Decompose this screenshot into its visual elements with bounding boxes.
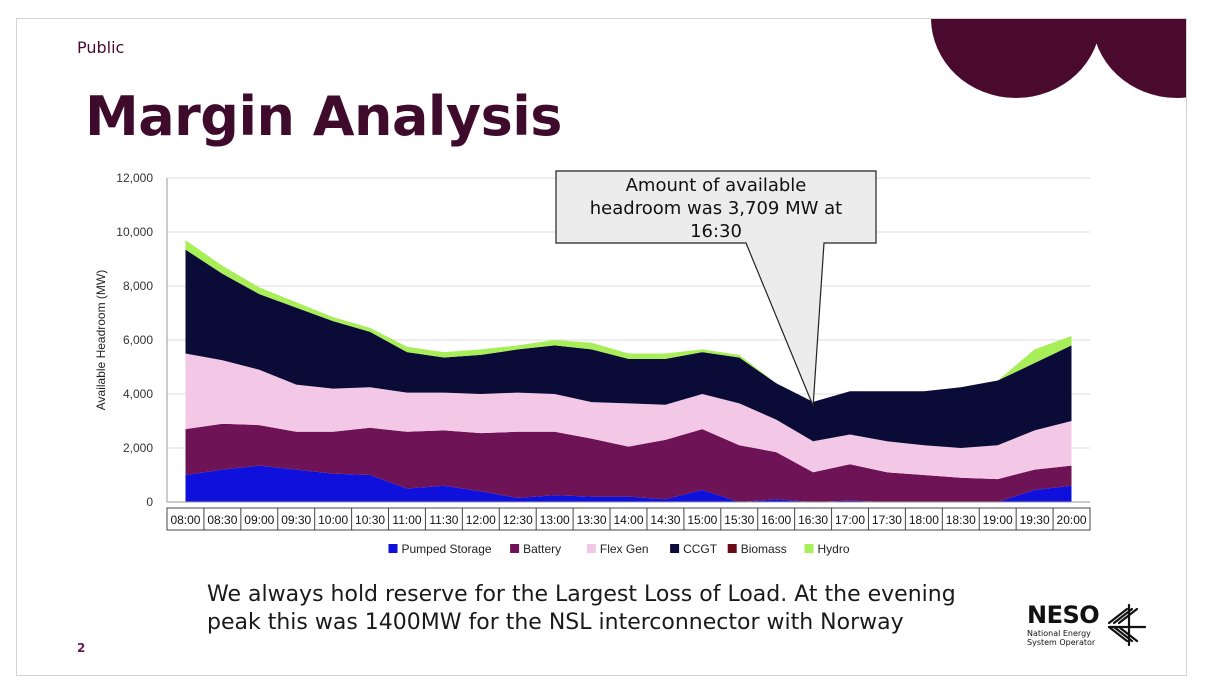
legend-label: Flex Gen: [600, 542, 649, 556]
chart-legend: Pumped Storage Battery Flex Gen CCGT Biomass…: [388, 542, 850, 556]
x-tick-label: 09:00: [244, 513, 274, 527]
x-tick-label: 10:30: [355, 513, 385, 527]
x-tick-label: 15:00: [687, 513, 717, 527]
legend-label: Hydro: [818, 542, 850, 556]
x-tick-label: 15:30: [724, 513, 754, 527]
x-tick-label: 16:30: [798, 513, 828, 527]
y-tick-label: 6,000: [123, 333, 153, 347]
x-tick-label: 14:00: [613, 513, 643, 527]
callout-bubble: [555, 170, 877, 407]
x-axis-frame: [166, 507, 1091, 531]
x-tick-label: 12:00: [466, 513, 496, 527]
area-pumped-storage: [185, 465, 1072, 502]
x-tick-label: 16:00: [761, 513, 791, 527]
annotation-callout: [555, 170, 877, 407]
legend-swatch: [670, 544, 680, 553]
y-tick-label: 0: [146, 495, 153, 509]
x-tick-label: 08:00: [170, 513, 200, 527]
y-tick-label: 10,000: [116, 225, 153, 239]
legend-label: Battery: [523, 542, 561, 556]
logo-subtitle: National Energy System Operator: [1027, 629, 1107, 647]
union-flag-mark-icon: [1107, 603, 1147, 647]
decor-shape-right: [1092, 19, 1186, 98]
x-tick-label: 11:00: [392, 513, 421, 527]
area-flex-gen: [185, 353, 1072, 480]
y-tick-label: 12,000: [116, 171, 153, 185]
annotation-line-3: 16:30: [690, 221, 742, 242]
legend-swatch: [510, 544, 520, 553]
headroom-stacked-area-chart: 0 2,000 4,000 6,000 8,000 10,000 12,000 08:00 08…: [94, 170, 1091, 556]
x-tick-label: 20:00: [1057, 513, 1087, 527]
y-tick-label: 4,000: [123, 387, 153, 401]
logo-subtitle-line-1: National Energy: [1027, 629, 1091, 638]
slide-title: Margin Analysis: [85, 85, 562, 148]
legend-swatch: [727, 544, 737, 553]
legend-label: CCGT: [683, 542, 718, 556]
legend-swatch: [388, 544, 398, 553]
legend-swatch: [804, 544, 814, 553]
area-ccgt: [185, 249, 1072, 448]
classification-label: Public: [77, 38, 125, 57]
x-tick-label: 10:00: [318, 513, 348, 527]
logo-wordmark: NESO: [1027, 601, 1100, 629]
annotation-line-1: Amount of available: [625, 175, 807, 196]
x-tick-label: 12:30: [503, 513, 533, 527]
neso-logo: NESO National Energy System Operator: [1027, 601, 1147, 651]
annotation-line-2: headroom was 3,709 MW at: [589, 198, 843, 219]
logo-subtitle-line-2: System Operator: [1027, 638, 1096, 647]
caption-line-1: We always hold reserve for the Largest L…: [207, 582, 956, 607]
x-tick-label: 18:30: [946, 513, 976, 527]
x-tick-label: 08:30: [207, 513, 237, 527]
x-tick-label: 17:30: [872, 513, 902, 527]
x-tick-label: 13:00: [540, 513, 570, 527]
x-tick-label: 19:00: [983, 513, 1013, 527]
legend-swatch: [586, 544, 596, 553]
annotation-text: Amount of available headroom was 3,709 M…: [557, 174, 875, 243]
page-number: 2: [77, 641, 86, 655]
x-tick-label: 13:30: [577, 513, 607, 527]
legend-label: Biomass: [741, 542, 787, 556]
decorative-half-circle-right: [1092, 19, 1186, 98]
y-tick-label: 8,000: [123, 279, 153, 293]
x-tick-label: 11:30: [429, 513, 458, 527]
chart-areas: [185, 240, 1072, 502]
caption: We always hold reserve for the Largest L…: [207, 581, 956, 637]
legend-label: Pumped Storage: [402, 542, 492, 556]
x-tick-label: 14:30: [650, 513, 680, 527]
area-battery: [185, 423, 1072, 502]
x-tick-label: 17:00: [835, 513, 865, 527]
decorative-half-circle-left: [931, 19, 1101, 98]
slide: Public Margin Analysis 0 2,000 4,000 6,000 8…: [16, 18, 1187, 676]
y-axis-title: Available Headroom (MW): [94, 270, 108, 411]
x-tick-label: 18:00: [909, 513, 939, 527]
chart-axes: 0 2,000 4,000 6,000 8,000 10,000 12,000 08:00 08…: [94, 171, 1091, 531]
caption-line-2: peak this was 1400MW for the NSL interco…: [207, 610, 904, 635]
x-tick-label: 09:30: [281, 513, 311, 527]
decor-shape-left: [931, 19, 1101, 98]
y-tick-label: 2,000: [123, 441, 153, 455]
x-tick-label: 19:30: [1020, 513, 1050, 527]
